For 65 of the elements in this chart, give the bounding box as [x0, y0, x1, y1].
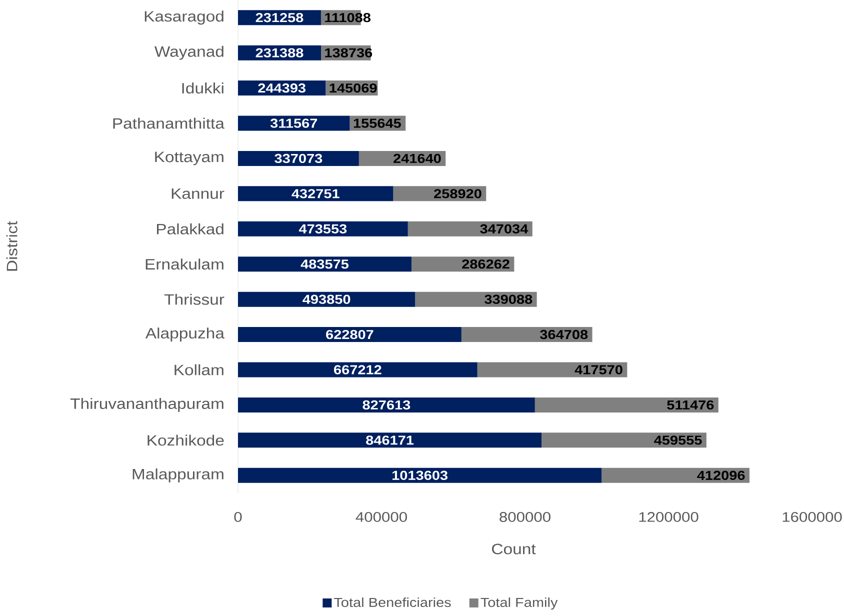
- bar: [238, 362, 478, 378]
- y-tick-label: Wayanad: [154, 46, 224, 60]
- bar: [238, 256, 412, 272]
- bar: [534, 397, 718, 412]
- data-label: 417570: [574, 365, 622, 374]
- y-tick-label: Palakkad: [157, 223, 224, 234]
- bar: [238, 292, 416, 307]
- y-tick-label: Kasaragod: [144, 10, 224, 25]
- data-label: 473553: [298, 224, 347, 234]
- y-tick-label: Idukki: [182, 82, 224, 94]
- data-label: 432751: [292, 189, 340, 198]
- bar: [238, 468, 602, 483]
- data-label: 231258: [256, 13, 304, 22]
- y-tick-label: Kozhikode: [148, 434, 224, 446]
- data-label: 622807: [326, 330, 374, 340]
- data-label: 459555: [654, 436, 702, 445]
- x-tick-label: 1600000: [782, 512, 842, 522]
- data-label: 483575: [300, 260, 349, 269]
- data-label: 339088: [484, 294, 532, 304]
- y-tick-label: Thiruvananthapuram: [70, 398, 224, 412]
- y-tick-label: Ernakulam: [146, 258, 224, 270]
- bar: [238, 116, 350, 131]
- y-axis-title: District: [6, 221, 18, 271]
- data-label: 311567: [270, 118, 318, 128]
- y-tick-label: Kannur: [172, 188, 224, 199]
- data-label: 493850: [302, 294, 350, 304]
- bar: [238, 397, 535, 412]
- y-tick-label: Malappuram: [132, 468, 224, 482]
- y-tick-label: Kottayam: [155, 152, 224, 166]
- bar: [461, 327, 592, 342]
- data-label: 511476: [667, 400, 714, 410]
- bar: [238, 186, 394, 202]
- legend-label: Total Beneficiaries: [334, 598, 451, 608]
- data-label: 258920: [434, 189, 482, 198]
- x-tick-label: 800000: [500, 512, 550, 522]
- x-axis-title: Count: [492, 544, 536, 554]
- bar: [238, 432, 542, 448]
- bar: [477, 362, 628, 378]
- bar: [602, 468, 750, 483]
- x-tick-label: 0: [234, 512, 242, 522]
- bar: [542, 432, 706, 448]
- data-label: 827613: [362, 400, 410, 410]
- data-label: 145069: [330, 83, 377, 93]
- bar: [238, 221, 408, 236]
- x-tick-label: 1200000: [639, 512, 698, 522]
- x-tick-label: 400000: [356, 512, 407, 522]
- bar: [238, 150, 359, 166]
- data-label: 155645: [354, 118, 401, 128]
- data-label: 337073: [274, 154, 322, 164]
- bar: [238, 327, 462, 342]
- data-label: 286262: [462, 260, 510, 269]
- data-label: 667212: [334, 365, 382, 374]
- data-label: 364708: [540, 330, 588, 340]
- y-tick-label: Thrissur: [164, 294, 224, 305]
- y-tick-label: Pathanamthitta: [113, 118, 224, 129]
- legend-label: Total Family: [480, 598, 558, 610]
- data-label: 412096: [697, 470, 745, 480]
- data-label: 241640: [394, 154, 441, 164]
- data-label: 347034: [480, 224, 528, 234]
- data-label: 1013603: [392, 470, 448, 480]
- y-tick-label: Kollam: [174, 364, 224, 376]
- data-label: 231388: [256, 48, 304, 58]
- data-label: 244393: [258, 83, 306, 93]
- data-label: 846171: [366, 436, 414, 445]
- y-tick-label: Alappuzha: [145, 328, 224, 342]
